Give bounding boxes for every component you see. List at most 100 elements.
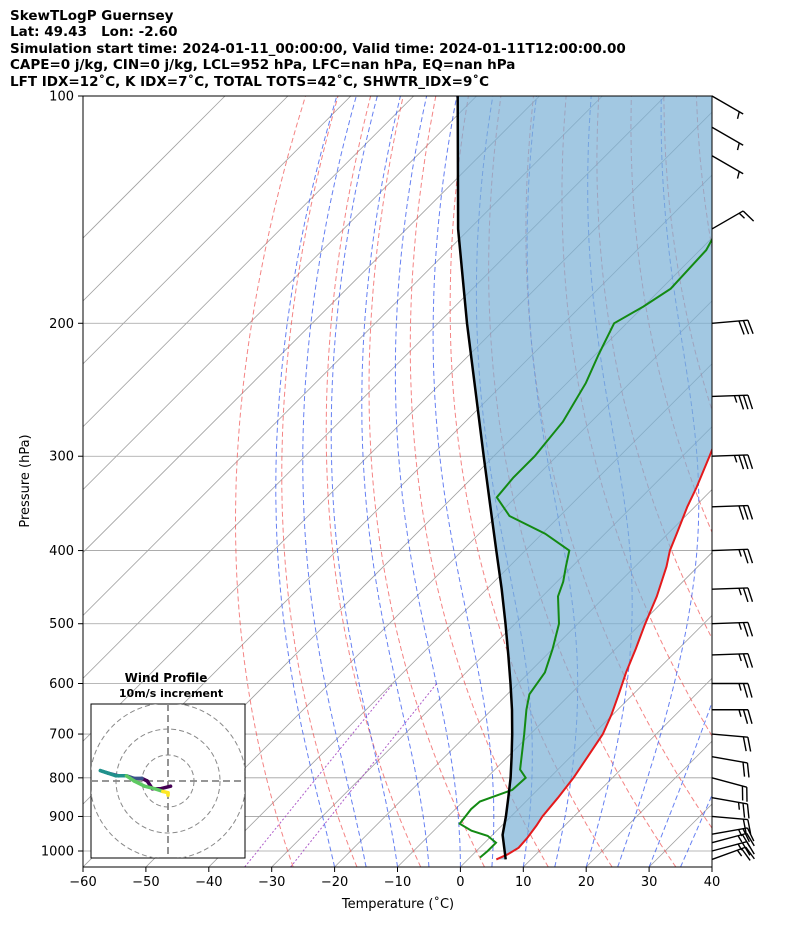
barb-staff [711,755,748,764]
barb-half-flag [738,549,742,557]
isotherm-line [83,96,289,302]
barb-flag [747,587,754,602]
moist-adiabat [432,96,495,867]
barb-flag [742,683,749,698]
hodograph-segment [132,779,147,788]
cin-shading [457,96,712,860]
barb-flag [747,319,754,334]
y-tick-label: 800 [49,771,74,786]
barb-flag [741,848,751,861]
x-tick-label: −40 [195,875,222,890]
barb-staff [711,587,749,590]
moist-adiabat [275,96,338,867]
barb-staff [711,548,749,552]
isotherm-line [775,96,794,867]
isotherm-line [83,96,226,239]
barb-flag [747,622,754,637]
barb-flag [738,320,745,335]
x-tick-label: −20 [321,875,348,890]
simulation-times: Simulation start time: 2024-01-11_00:00:… [10,40,626,57]
barb-flag [747,653,754,668]
barb-flag [738,455,745,470]
wind-barb [711,797,750,819]
y-tick-label: 900 [49,810,74,825]
isotherm-line [83,96,414,428]
barb-staff [711,827,748,835]
barb-flag [747,683,753,698]
barb-half-flag [736,849,743,857]
dry-adiabat [325,96,422,867]
dry-adiabat [235,96,306,867]
barb-staff [711,777,747,788]
moist-adiabat [394,96,461,867]
wind-barb [711,777,748,802]
wind-barbs [711,95,755,861]
barb-flag [742,819,747,834]
barb-flag [742,320,750,335]
wind-barb [711,394,754,410]
wind-barb [712,682,753,698]
y-tick-label: 700 [49,728,74,743]
barb-flag [747,709,753,724]
barb-flag [746,827,755,842]
hodograph-subtitle: 10m/s increment [119,687,223,700]
wind-barb [711,653,754,668]
barb-flag [746,803,750,819]
x-tick-label: 20 [578,875,595,890]
x-tick-label: 0 [456,875,464,890]
x-tick-label: −10 [384,875,411,890]
y-tick-label: 500 [49,617,74,632]
x-tick-label: −60 [69,875,96,890]
hodograph-segment [142,784,157,791]
dry-adiabat [729,96,794,867]
barb-flag [742,210,755,222]
wind-barb [711,827,755,843]
dewpoint-line [458,237,712,859]
y-tick-label: 200 [49,317,74,332]
wind-barb [711,733,752,752]
hodograph-inset: Wind Profile 10m/s increment [90,671,246,859]
barb-flag [742,828,751,843]
barb-flag [746,762,750,778]
barb-flag [742,587,749,603]
y-tick-label: 100 [49,90,74,105]
x-tick-label: −50 [132,875,159,890]
hodograph-segment [158,784,173,791]
wind-barb [711,815,752,835]
barb-staff [711,319,748,324]
dry-adiabat [368,96,485,867]
wind-barb [711,126,744,151]
barb-flag [747,549,754,564]
wind-barb [711,841,755,856]
barb-flag [747,394,754,410]
moist-adiabat [361,96,430,867]
barb-staff [711,504,749,508]
barb-staff [711,621,749,625]
x-tick-label: −30 [258,875,285,890]
moist-adiabat [330,96,398,867]
y-axis-label: Pressure (hPa) [18,434,33,527]
mixing-ratio-line [244,683,394,867]
barb-staff [711,797,748,805]
y-tick-label: 600 [49,677,74,692]
barb-half-flag [738,588,742,596]
barb-half-flag [737,829,743,837]
barb-flag [738,395,745,410]
axes: −60 −50 −40 −30 −20 −10 0 10 20 30 40 100 200 300 400 5… [41,90,720,891]
barb-half-flag [738,683,742,691]
barb-half-flag [736,111,740,119]
x-tick-label: 40 [704,875,721,890]
barb-half-flag [737,843,743,851]
barb-half-flag [736,142,740,151]
barb-staff [711,454,749,457]
isotherm-line [711,866,712,867]
y-tick-label: 300 [49,450,74,465]
isotherm-line [334,489,712,867]
wind-barb [711,319,754,335]
barb-flag [742,622,749,637]
dry-adiabat [762,96,794,867]
wind-barb [711,155,744,179]
isotherm-line [83,96,477,491]
moist-adiabat [617,96,700,867]
barb-staff [711,653,749,656]
